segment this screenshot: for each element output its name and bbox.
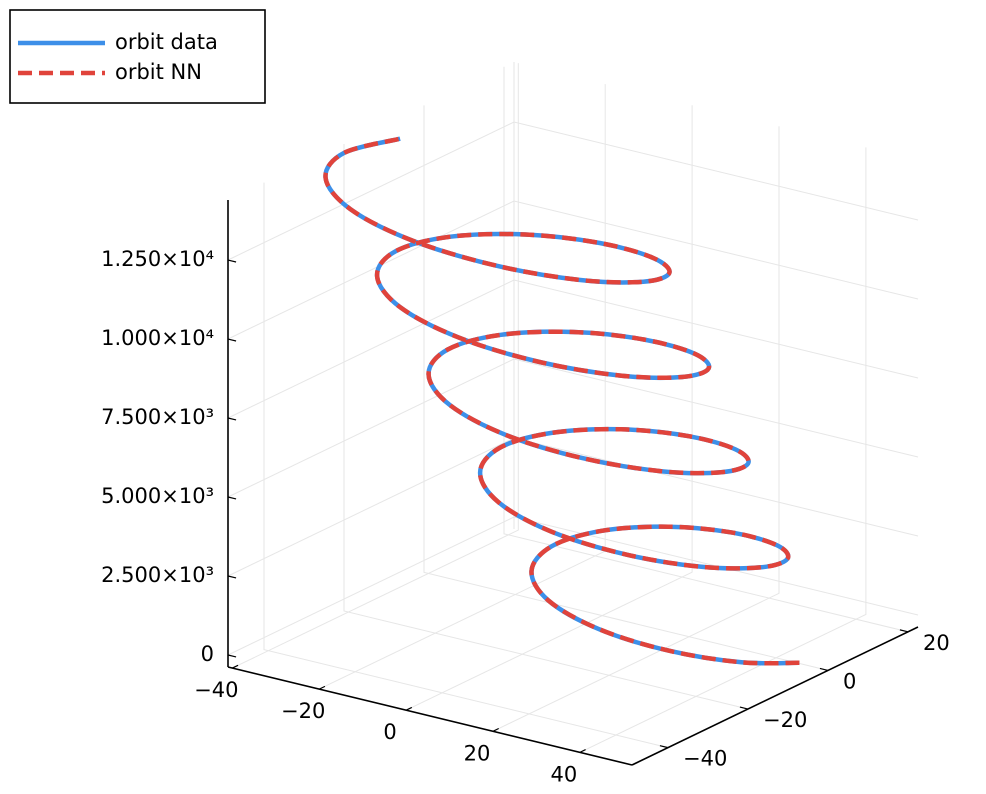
grid-line: [227, 279, 919, 419]
z-tick-label: 2.500×10³: [101, 563, 214, 587]
y-tick: [819, 667, 829, 672]
z-tick-label: 0: [201, 642, 214, 666]
series-line: [323, 136, 800, 666]
legend: orbit data orbit NN: [9, 9, 266, 104]
x-tick: [492, 727, 499, 732]
z-tick: [227, 496, 237, 500]
y-tick-label: 0: [843, 669, 856, 693]
z-tick-label: 1.250×10⁴: [101, 247, 214, 271]
x-axis: [227, 666, 633, 766]
x-tick-label: 0: [383, 720, 396, 744]
z-tick-label: 5.000×10³: [101, 484, 214, 508]
series-line: [323, 136, 800, 666]
z-tick: [227, 417, 237, 421]
grid-line: [318, 84, 606, 690]
grid-line: [423, 105, 829, 671]
grid-line: [227, 200, 919, 340]
y-tick: [739, 706, 749, 710]
legend-label: orbit NN: [115, 60, 202, 84]
x-tick-label: −20: [281, 699, 325, 723]
x-tick: [405, 706, 413, 711]
y-tick-label: −40: [683, 747, 727, 771]
grid-line: [232, 63, 519, 669]
grid-line: [503, 66, 909, 633]
grid-line: [227, 358, 919, 498]
grid-line: [405, 105, 693, 711]
y-tick-label: −20: [763, 708, 807, 732]
grid-line: [579, 147, 867, 753]
grid-line: [227, 437, 919, 577]
y-tick: [659, 745, 669, 749]
x-tick: [232, 664, 239, 669]
x-tick-label: −40: [194, 678, 238, 702]
y-axis: [631, 626, 919, 766]
grid-line: [263, 182, 669, 749]
grid-line: [492, 126, 780, 732]
legend-label: orbit data: [115, 30, 218, 54]
z-tick-label: 7.500×10³: [101, 405, 214, 429]
grid: [227, 62, 919, 753]
x-tick-label: 20: [464, 741, 491, 765]
z-tick-label: 1.000×10⁴: [101, 326, 214, 350]
x-tick: [318, 685, 326, 690]
z-tick: [227, 259, 237, 263]
z-tick: [227, 338, 237, 342]
x-tick: [579, 749, 586, 753]
y-tick: [899, 629, 909, 633]
grid-line: [343, 144, 749, 710]
y-tick-label: 20: [923, 631, 950, 655]
legend-box: [9, 9, 266, 104]
z-tick: [227, 575, 237, 579]
x-tick-label: 40: [551, 762, 578, 786]
axes: [227, 200, 919, 766]
z-tick: [227, 654, 237, 658]
